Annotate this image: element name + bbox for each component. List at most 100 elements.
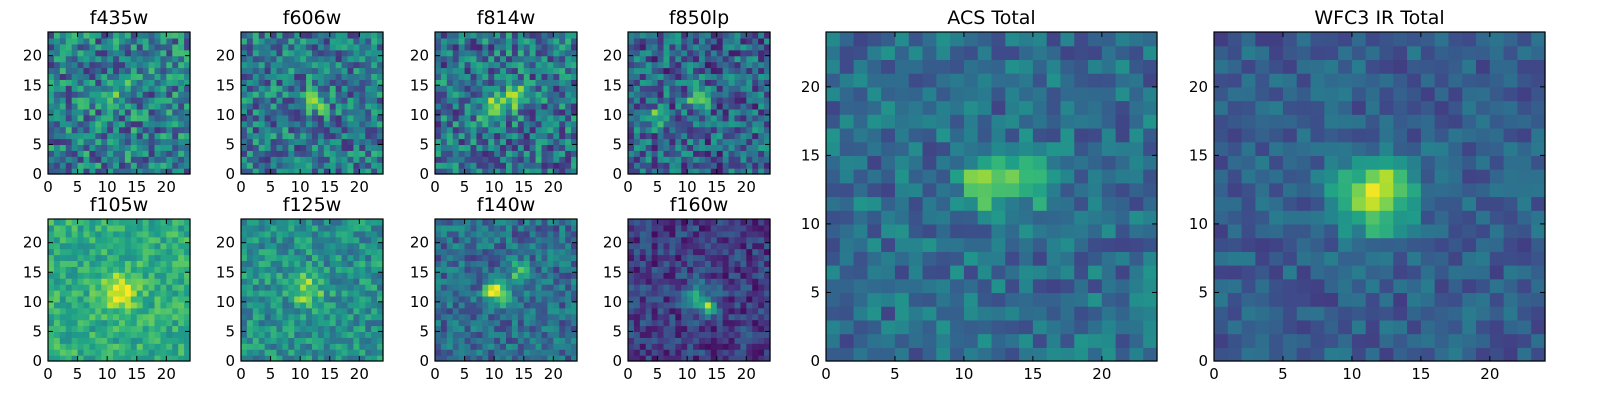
heatmap-cell bbox=[547, 313, 554, 321]
heatmap-cell bbox=[83, 132, 91, 140]
heatmap-cell bbox=[639, 91, 647, 98]
heatmap-cell bbox=[359, 97, 366, 104]
heatmap-cell bbox=[71, 355, 79, 362]
heatmap-cell bbox=[645, 138, 653, 146]
heatmap-cell bbox=[541, 319, 549, 327]
heatmap-cell bbox=[178, 37, 185, 45]
heatmap-cell bbox=[95, 254, 102, 262]
heatmap-cell bbox=[371, 144, 378, 151]
heatmap-cell bbox=[1019, 292, 1034, 307]
heatmap-cell bbox=[276, 55, 284, 63]
heatmap-cell bbox=[136, 325, 144, 333]
heatmap-cell bbox=[130, 132, 138, 140]
heatmap-cell bbox=[166, 337, 173, 344]
heatmap-cell bbox=[752, 91, 759, 98]
heatmap-cell bbox=[359, 126, 366, 134]
heatmap-cell bbox=[553, 132, 560, 140]
heatmap-cell bbox=[323, 108, 331, 116]
heatmap-cell bbox=[494, 85, 501, 92]
heatmap-cell bbox=[172, 126, 179, 134]
heatmap-cell bbox=[687, 278, 694, 285]
heatmap-cell bbox=[699, 91, 706, 98]
heatmap-cell bbox=[734, 103, 742, 110]
heatmap-cell bbox=[300, 355, 307, 362]
heatmap-cell bbox=[699, 132, 706, 140]
heatmap-cell bbox=[365, 73, 372, 80]
heatmap-cell bbox=[365, 260, 372, 267]
heatmap-cell bbox=[645, 284, 653, 291]
heatmap-cell bbox=[300, 37, 307, 45]
heatmap-cell bbox=[323, 120, 331, 128]
heatmap-cell bbox=[288, 301, 295, 309]
heatmap-cell bbox=[1005, 333, 1020, 348]
heatmap-cell bbox=[172, 120, 179, 128]
heatmap-cell bbox=[184, 290, 191, 297]
heatmap-cell bbox=[446, 230, 454, 238]
heatmap-cell bbox=[119, 61, 126, 69]
heatmap-cell bbox=[565, 307, 572, 315]
heatmap-cell bbox=[494, 120, 501, 128]
heatmap-cell bbox=[764, 272, 771, 279]
heatmap-cell bbox=[270, 284, 278, 291]
heatmap-cell bbox=[529, 91, 537, 98]
heatmap-cell bbox=[704, 67, 712, 75]
heatmap-cell bbox=[95, 103, 102, 110]
heatmap-cell bbox=[559, 97, 566, 104]
heatmap-cell bbox=[107, 224, 114, 232]
heatmap-cell bbox=[651, 325, 659, 333]
heatmap-cell bbox=[559, 224, 566, 232]
heatmap-cell bbox=[628, 108, 635, 116]
heatmap-cell bbox=[154, 236, 162, 244]
heatmap-cell bbox=[252, 162, 260, 169]
heatmap-cell bbox=[65, 230, 73, 238]
heatmap-cell bbox=[722, 248, 730, 256]
heatmap-cell bbox=[633, 67, 641, 75]
heatmap-cell bbox=[276, 254, 284, 262]
heatmap-cell bbox=[675, 272, 682, 279]
heatmap-cell bbox=[541, 73, 549, 80]
heatmap-cell bbox=[559, 325, 566, 333]
heatmap-cell bbox=[669, 126, 676, 134]
heatmap-cell bbox=[565, 43, 572, 51]
heatmap-cell bbox=[353, 162, 360, 169]
heatmap-cell bbox=[728, 254, 736, 262]
heatmap-cell bbox=[470, 120, 478, 128]
heatmap-cell bbox=[535, 254, 543, 262]
heatmap-cell bbox=[124, 319, 132, 327]
heatmap-cell bbox=[633, 266, 641, 273]
heatmap-cell bbox=[258, 32, 266, 39]
heatmap-cell bbox=[142, 162, 150, 169]
heatmap-cell bbox=[306, 325, 313, 333]
heatmap-cell bbox=[716, 43, 724, 51]
heatmap-cell bbox=[740, 331, 747, 338]
heatmap-cell bbox=[65, 55, 73, 63]
heatmap-cell bbox=[282, 325, 289, 333]
heatmap-cell bbox=[306, 301, 313, 309]
heatmap-cell bbox=[500, 144, 507, 151]
heatmap-cell bbox=[160, 150, 167, 157]
heatmap-cell bbox=[728, 79, 736, 86]
heatmap-cell bbox=[335, 355, 343, 362]
heatmap-cell bbox=[506, 55, 513, 63]
heatmap-cell bbox=[148, 266, 156, 273]
heatmap-cell bbox=[246, 290, 254, 297]
heatmap-cell bbox=[130, 301, 138, 309]
heatmap-cell bbox=[300, 219, 307, 226]
heatmap-cell bbox=[276, 337, 284, 344]
heatmap-cell bbox=[535, 43, 543, 51]
heatmap-cell bbox=[500, 138, 507, 146]
heatmap-cell bbox=[464, 301, 472, 309]
heatmap-cell bbox=[464, 242, 472, 250]
heatmap-cell bbox=[506, 242, 513, 250]
heatmap-cell bbox=[77, 91, 85, 98]
heatmap-cell bbox=[184, 49, 191, 57]
heatmap-cell bbox=[547, 85, 554, 92]
heatmap-cell bbox=[758, 278, 765, 285]
heatmap-cell bbox=[130, 120, 138, 128]
heatmap-cell bbox=[651, 156, 659, 163]
heatmap-cell bbox=[264, 114, 272, 122]
heatmap-cell bbox=[687, 43, 694, 51]
heatmap-cell bbox=[734, 337, 742, 344]
heatmap-cell bbox=[136, 126, 144, 134]
heatmap-cell bbox=[160, 272, 167, 279]
